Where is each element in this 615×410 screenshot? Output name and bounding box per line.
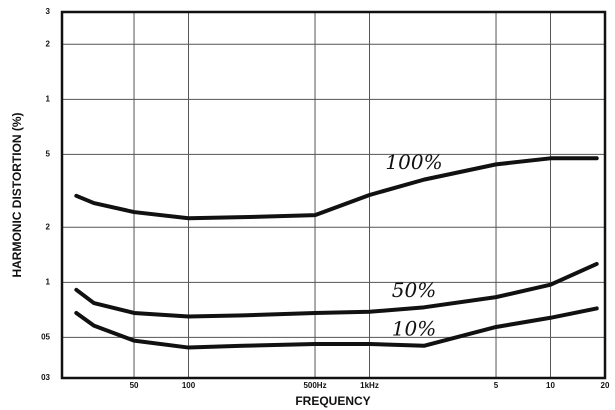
curve-label: 100% [385,150,442,174]
y-tick-label: 03 [41,373,50,382]
x-axis-label: FREQUENCY [295,394,370,408]
y-tick-label: 5 [46,150,51,159]
x-tick-label: 50 [130,381,139,390]
y-tick-label: 3 [46,7,51,16]
curve [74,261,599,319]
plot-frame [60,10,607,380]
y-tick-label: 2 [46,39,51,48]
y-tick-label: 05 [41,333,50,342]
curve-label: 50% [392,278,436,302]
curve [74,306,599,350]
y-tick-label: 2 [46,222,51,231]
x-tick-label: 1kHz [360,381,379,390]
y-tick-label: 1 [46,94,51,103]
y-axis-label: HARMONIC DISTORTION (%) [10,112,24,277]
curve [74,156,599,221]
y-tick-label: 1 [46,277,51,286]
curve-label: 10% [392,316,436,340]
x-tick-label: 10 [546,381,555,390]
x-tick-label: 100 [182,381,196,390]
x-tick-label: 20 [601,381,610,390]
x-tick-label: 5 [494,381,499,390]
x-tick-label: 500Hz [303,381,326,390]
